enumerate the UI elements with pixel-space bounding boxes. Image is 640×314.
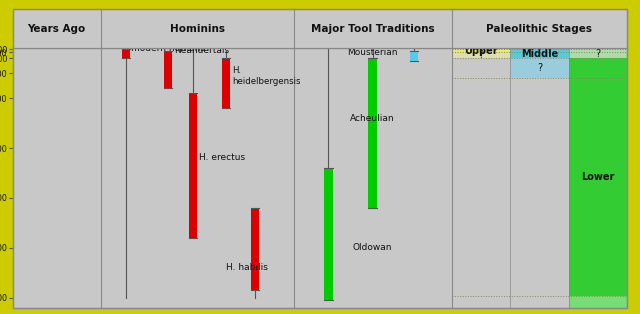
Text: modern humans: modern humans [131, 45, 205, 53]
Text: ?: ? [595, 49, 600, 59]
Bar [510, 58, 569, 78]
Bar [368, 58, 378, 208]
Text: Mousterian: Mousterian [348, 48, 398, 57]
Bar [164, 51, 172, 88]
Bar [452, 52, 510, 58]
Text: Major Tool Traditions: Major Tool Traditions [311, 24, 435, 34]
Bar [222, 58, 230, 108]
Bar [251, 208, 259, 290]
Text: Years Ago: Years Ago [28, 24, 86, 34]
Bar [410, 51, 418, 61]
Bar [122, 49, 129, 58]
Text: H. erectus: H. erectus [199, 154, 245, 163]
Text: Paleolithic Stages: Paleolithic Stages [486, 24, 593, 34]
Text: H. habilis: H. habilis [226, 263, 268, 272]
Bar [569, 58, 627, 296]
Bar [569, 296, 627, 308]
Text: Middle: Middle [521, 49, 558, 59]
Text: Oldowan: Oldowan [353, 243, 392, 252]
Text: H.
heidelbergensis: H. heidelbergensis [232, 67, 300, 86]
Bar [569, 49, 627, 58]
Text: Hominins: Hominins [170, 24, 225, 34]
Text: Acheulian: Acheulian [350, 114, 395, 122]
Bar [510, 49, 569, 58]
Text: ?: ? [537, 63, 542, 73]
Text: Lower: Lower [581, 172, 614, 182]
Text: Upper: Upper [464, 46, 498, 56]
Text: ?: ? [478, 50, 483, 60]
Bar [324, 168, 333, 300]
Bar [189, 93, 197, 238]
Text: Neandertals: Neandertals [174, 46, 229, 55]
Bar [452, 49, 510, 52]
